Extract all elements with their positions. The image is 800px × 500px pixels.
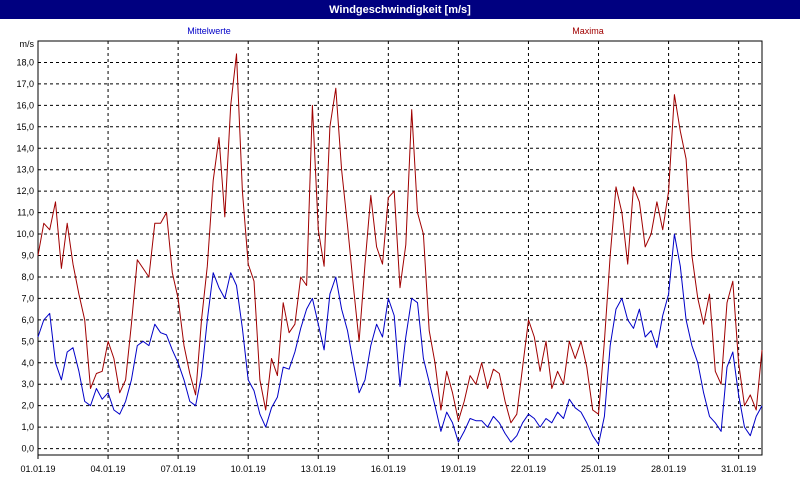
y-tick-label: 13,0 [16, 165, 34, 175]
x-tick-label: 25.01.19 [581, 464, 616, 474]
x-tick-label: 07.01.19 [161, 464, 196, 474]
y-tick-label: 18,0 [16, 57, 34, 67]
x-tick-label: 22.01.19 [511, 464, 546, 474]
y-axis: 0,0 1,0 2,0 3,0 4,0 5,0 6,0 7,0 8,0 9,0 10,0 11,0 12… [16, 57, 34, 453]
series-line-maxima [37, 53, 763, 424]
x-tick-label: 10.01.19 [231, 464, 266, 474]
y-axis-label: m/s [20, 39, 35, 49]
plot-area [37, 40, 763, 456]
window-title: Windgeschwindigkeit [m/s] [329, 3, 471, 16]
legend-maxima: Maxima [572, 26, 604, 36]
y-tick-label: 3,0 [21, 379, 34, 389]
y-tick-label: 5,0 [21, 336, 34, 346]
y-tick-label: 7,0 [21, 293, 34, 303]
x-tick-label: 13.01.19 [301, 464, 336, 474]
y-tick-label: 6,0 [21, 315, 34, 325]
y-tick-label: 4,0 [21, 358, 34, 368]
y-tick-label: 2,0 [21, 401, 34, 411]
y-tick-label: 17,0 [16, 79, 34, 89]
x-tick-label: 16.01.19 [371, 464, 406, 474]
x-tick-label: 31.01.19 [721, 464, 756, 474]
y-tick-label: 8,0 [21, 272, 34, 282]
y-tick-label: 10,0 [16, 229, 34, 239]
series-group [37, 53, 763, 445]
y-tick-label: 16,0 [16, 100, 34, 110]
y-tick-label: 15,0 [16, 122, 34, 132]
x-axis: 01.01.19 04.01.19 07.01.19 10.01.19 13.01.19… [20, 455, 756, 474]
y-tick-label: 1,0 [21, 422, 34, 432]
grid [37, 41, 762, 455]
x-tick-label: 01.01.19 [20, 464, 55, 474]
y-tick-label: 9,0 [21, 251, 34, 261]
x-tick-label: 28.01.19 [651, 464, 686, 474]
x-tick-label: 19.01.19 [441, 464, 476, 474]
x-tick-label: 04.01.19 [91, 464, 126, 474]
y-tick-label: 12,0 [16, 186, 34, 196]
y-tick-label: 14,0 [16, 143, 34, 153]
y-tick-label: 0,0 [21, 444, 34, 454]
window-title-bar: Windgeschwindigkeit [m/s] [0, 0, 800, 19]
legend-mittelwerte: Mittelwerte [187, 26, 231, 36]
y-tick-label: 11,0 [17, 208, 34, 218]
series-line-mittelwerte [37, 233, 763, 445]
